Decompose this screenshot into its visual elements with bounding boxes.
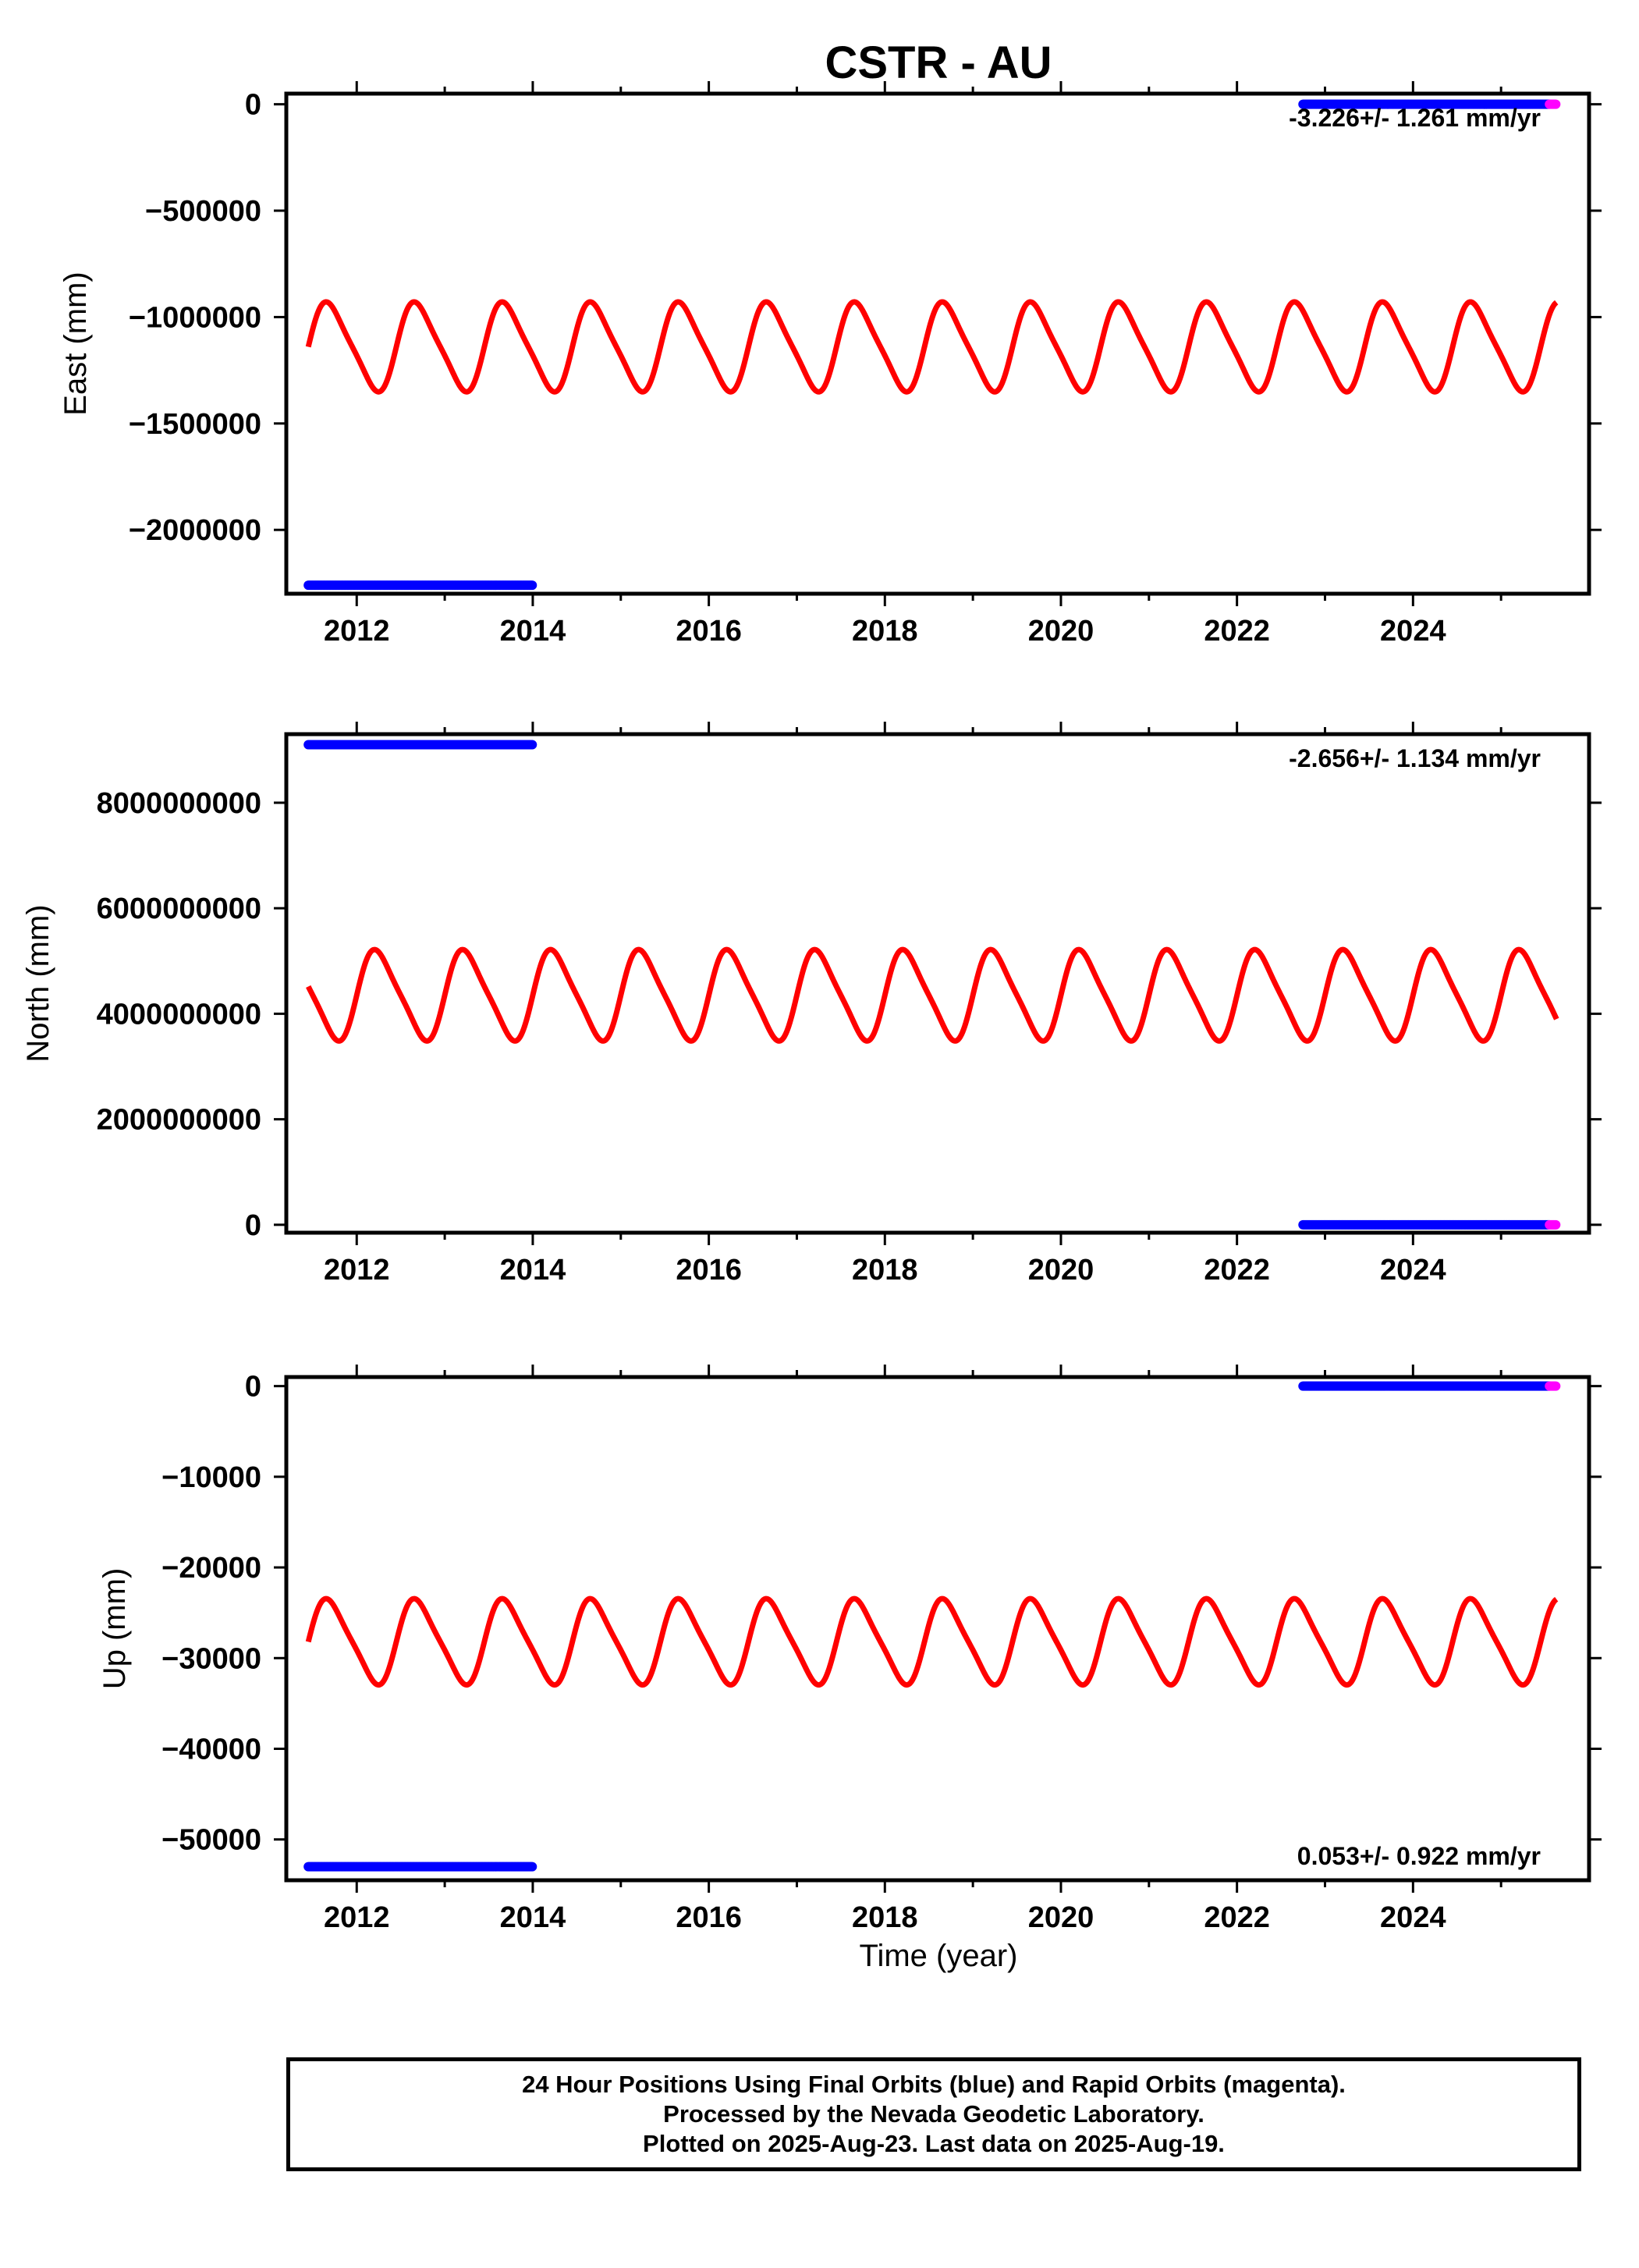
plot-frame	[284, 1375, 1591, 1883]
x-tick-label: 2024	[1380, 1901, 1446, 1934]
x-tick-label: 2014	[500, 615, 566, 648]
y-tick-label: −500000	[145, 195, 261, 228]
y-tick-label: −40000	[161, 1733, 261, 1766]
velocity-annotation: -2.656+/- 1.134 mm/yr	[1289, 744, 1541, 772]
x-tick-label: 2020	[1028, 1254, 1094, 1287]
y-tick-label: 8000000000	[97, 787, 261, 820]
panel-3	[274, 1365, 1602, 1893]
footer-line-2: Processed by the Nevada Geodetic Laborat…	[663, 2100, 1204, 2128]
y-tick-label: −30000	[161, 1642, 261, 1675]
footer-note-box: 24 Hour Positions Using Final Orbits (bl…	[286, 2057, 1581, 2171]
x-tick-label: 2014	[500, 1254, 566, 1287]
data-layer	[303, 1381, 1561, 1872]
y-axis-label: East (mm)	[59, 272, 93, 415]
y-tick-label: 2000000000	[97, 1104, 261, 1137]
velocity-annotation: 0.053+/- 0.922 mm/yr	[1297, 1842, 1541, 1870]
y-tick-label: 6000000000	[97, 893, 261, 925]
x-tick-label: 2018	[852, 1901, 918, 1934]
panel-2	[274, 722, 1602, 1245]
y-tick-label: 4000000000	[97, 998, 261, 1031]
x-tick-label: 2018	[852, 615, 918, 648]
x-tick-label: 2014	[500, 1901, 566, 1934]
panel-1	[274, 81, 1602, 606]
y-tick-label: 0	[245, 89, 261, 122]
rapid-orbit-point	[1551, 99, 1561, 109]
y-tick-label: −1000000	[129, 301, 261, 334]
x-axis-label: Time (year)	[860, 1939, 1018, 1973]
chart-title: CSTR - AU	[825, 37, 1052, 88]
final-orbit-point	[527, 1862, 537, 1872]
footer-line-1: 24 Hour Positions Using Final Orbits (bl…	[522, 2071, 1346, 2098]
y-tick-label: −20000	[161, 1552, 261, 1585]
plot-frame	[284, 91, 1591, 596]
model-curve	[305, 299, 1559, 395]
y-tick-label: −2000000	[129, 514, 261, 547]
plot-frame	[284, 732, 1591, 1235]
rapid-orbit-point	[1551, 1219, 1561, 1230]
y-tick-label: −10000	[161, 1461, 261, 1494]
rapid-orbit-point	[1551, 1381, 1561, 1391]
final-orbit-point	[527, 740, 537, 750]
y-tick-label: 0	[245, 1371, 261, 1404]
x-tick-label: 2022	[1204, 1901, 1270, 1934]
x-tick-label: 2020	[1028, 1901, 1094, 1934]
x-tick-label: 2016	[676, 615, 742, 648]
x-tick-label: 2024	[1380, 1254, 1446, 1287]
x-tick-label: 2024	[1380, 615, 1446, 648]
final-orbit-point	[527, 580, 537, 591]
y-tick-label: 0	[245, 1209, 261, 1242]
x-tick-label: 2012	[324, 1254, 390, 1287]
velocity-annotation: -3.226+/- 1.261 mm/yr	[1289, 104, 1541, 132]
x-tick-label: 2022	[1204, 1254, 1270, 1287]
x-tick-label: 2012	[324, 615, 390, 648]
y-tick-label: −1500000	[129, 408, 261, 441]
x-tick-label: 2016	[676, 1901, 742, 1934]
y-axis-label: North (mm)	[21, 904, 55, 1062]
x-tick-label: 2012	[324, 1901, 390, 1934]
y-tick-label: −50000	[161, 1824, 261, 1857]
x-tick-label: 2018	[852, 1254, 918, 1287]
model-curve	[305, 1595, 1559, 1688]
x-tick-label: 2022	[1204, 615, 1270, 648]
footer-line-3: Plotted on 2025-Aug-23. Last data on 202…	[643, 2130, 1225, 2157]
x-tick-label: 2016	[676, 1254, 742, 1287]
x-tick-label: 2020	[1028, 615, 1094, 648]
data-layer	[303, 740, 1561, 1230]
data-layer	[303, 99, 1561, 591]
model-curve	[306, 946, 1559, 1044]
y-axis-label: Up (mm)	[98, 1568, 132, 1690]
